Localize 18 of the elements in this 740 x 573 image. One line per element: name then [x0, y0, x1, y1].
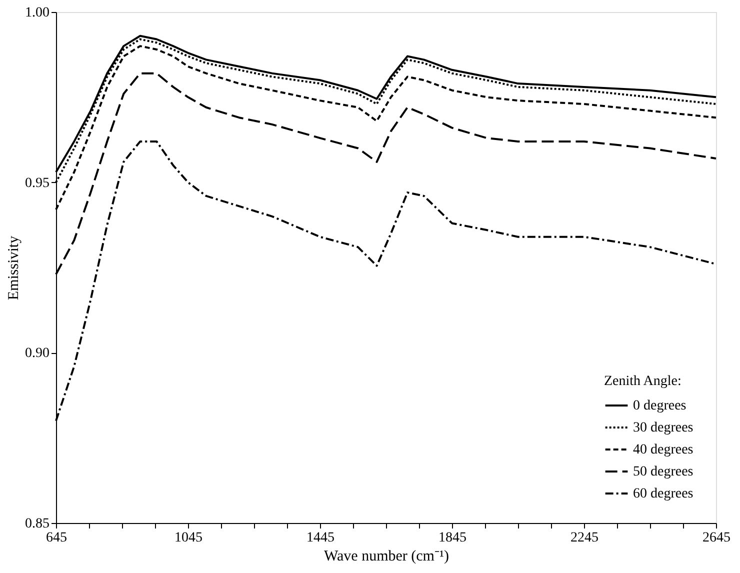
x-axis-title: Wave number (cm⁻¹) [324, 548, 449, 564]
y-tick-label: 0.95 [25, 176, 50, 191]
y-tick-label: 0.90 [25, 346, 50, 362]
legend-label: 30 degrees [633, 420, 694, 436]
y-tick-label: 0.85 [25, 516, 50, 532]
x-tick-label: 1445 [306, 530, 334, 546]
x-tick-label: 1045 [174, 530, 202, 546]
x-tick-label: 2245 [570, 530, 598, 546]
legend-label: 0 degrees [633, 398, 686, 414]
legend-label: 60 degrees [633, 486, 694, 502]
legend-label: 50 degrees [633, 464, 694, 480]
x-tick-label: 1845 [438, 530, 466, 546]
x-tick-label: 645 [46, 530, 67, 546]
x-tick-label: 2645 [702, 530, 730, 546]
y-axis-title: Emissivity [6, 235, 22, 300]
legend-title: Zenith Angle: [604, 374, 682, 389]
y-tick-label: 1.00 [25, 6, 50, 20]
legend-label: 40 degrees [633, 442, 694, 458]
